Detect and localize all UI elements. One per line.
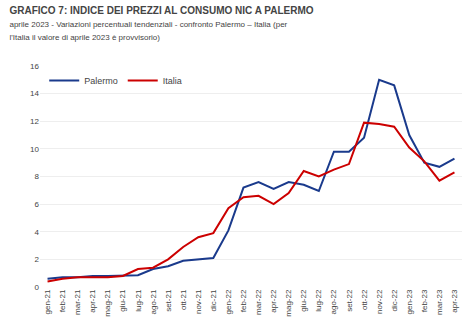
svg-text:ago-21: ago-21 [149, 289, 158, 314]
svg-text:mag-22: mag-22 [284, 289, 293, 317]
svg-text:Italia: Italia [163, 76, 182, 86]
svg-text:apr-23: apr-23 [450, 289, 459, 313]
svg-text:GRAFICO 7: INDICE DEI PREZZI A: GRAFICO 7: INDICE DEI PREZZI AL CONSUMO … [9, 5, 313, 42]
svg-text:mar-23: mar-23 [435, 289, 444, 315]
svg-text:4: 4 [35, 228, 40, 237]
svg-text:giu-21: giu-21 [118, 289, 127, 312]
svg-text:6: 6 [35, 200, 40, 209]
svg-text:lug-22: lug-22 [314, 289, 323, 312]
svg-text:ago-22: ago-22 [329, 289, 338, 314]
svg-text:ott-22: ott-22 [360, 289, 369, 310]
svg-text:mag-21: mag-21 [103, 289, 112, 317]
svg-text:10: 10 [30, 145, 39, 154]
svg-text:giu-22: giu-22 [299, 289, 308, 312]
svg-text:mar-21: mar-21 [73, 289, 82, 315]
svg-text:set-22: set-22 [345, 289, 354, 312]
svg-text:apr-22: apr-22 [269, 289, 278, 313]
svg-text:dic-22: dic-22 [390, 289, 399, 311]
svg-text:set-21: set-21 [164, 289, 173, 312]
svg-text:feb-23: feb-23 [420, 289, 429, 312]
svg-text:feb-22: feb-22 [239, 289, 248, 312]
svg-text:feb-21: feb-21 [58, 289, 67, 312]
svg-text:apr-21: apr-21 [88, 289, 97, 313]
svg-text:gen-21: gen-21 [43, 289, 52, 314]
svg-text:lug-21: lug-21 [134, 289, 143, 312]
svg-text:gen-22: gen-22 [224, 289, 233, 314]
svg-text:nov-21: nov-21 [194, 289, 203, 314]
svg-text:14: 14 [30, 89, 39, 98]
svg-text:12: 12 [30, 117, 39, 126]
svg-text:ott-21: ott-21 [179, 289, 188, 310]
svg-text:8: 8 [35, 172, 40, 181]
svg-text:gen-23: gen-23 [405, 289, 414, 314]
svg-text:2: 2 [35, 255, 40, 264]
svg-text:dic-21: dic-21 [209, 289, 218, 311]
svg-text:Palermo: Palermo [84, 76, 118, 86]
svg-text:16: 16 [30, 62, 39, 71]
svg-text:nov-22: nov-22 [375, 289, 384, 314]
svg-text:mar-22: mar-22 [254, 289, 263, 315]
svg-text:0: 0 [35, 283, 40, 292]
